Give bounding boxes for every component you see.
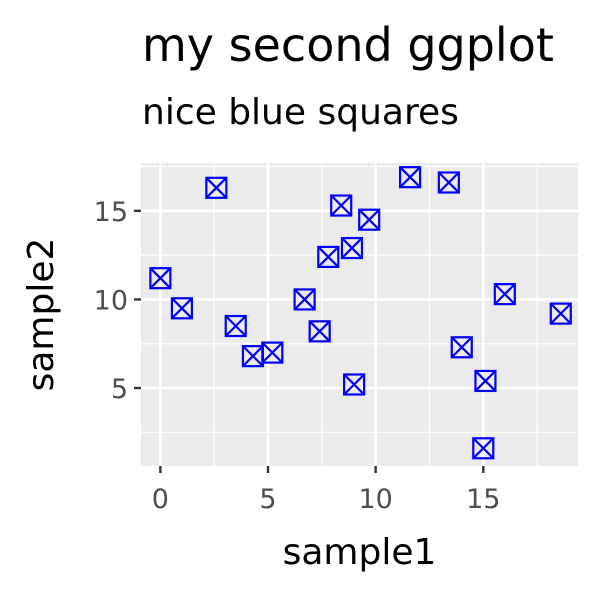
data-point: [474, 369, 497, 393]
y-tick-label: 5: [111, 374, 128, 405]
x-axis-title: sample1: [283, 532, 437, 573]
x-tick-label: 0: [152, 484, 169, 515]
data-point: [343, 373, 366, 396]
x-tick-label: 15: [466, 484, 500, 515]
data-point: [330, 194, 353, 217]
data-point: [317, 245, 340, 269]
y-axis-title: sample2: [21, 238, 62, 392]
data-point: [340, 236, 364, 260]
data-point: [308, 320, 331, 343]
data-point: [170, 297, 194, 320]
plot-panel: [141, 163, 578, 466]
x-tick-label: 5: [259, 484, 276, 515]
data-points: [149, 166, 572, 460]
x-tick-label: 10: [358, 484, 392, 515]
chart-subtitle: nice blue squares: [142, 92, 459, 133]
chart-title: my second ggplot: [142, 18, 554, 72]
x-axis: 0 5 10 15: [152, 466, 500, 515]
data-point: [205, 176, 228, 199]
data-point: [437, 171, 460, 194]
data-point: [358, 208, 381, 231]
data-point: [261, 341, 284, 364]
data-point: [224, 314, 247, 338]
data-point: [293, 288, 316, 311]
data-point: [493, 283, 516, 306]
data-point: [450, 336, 473, 359]
data-point: [149, 267, 172, 290]
data-point: [472, 437, 495, 460]
data-point: [398, 166, 422, 189]
y-tick-label: 10: [94, 285, 128, 316]
data-point: [549, 302, 572, 325]
y-axis: 5 10 15: [94, 197, 141, 405]
y-tick-label: 15: [94, 197, 128, 228]
